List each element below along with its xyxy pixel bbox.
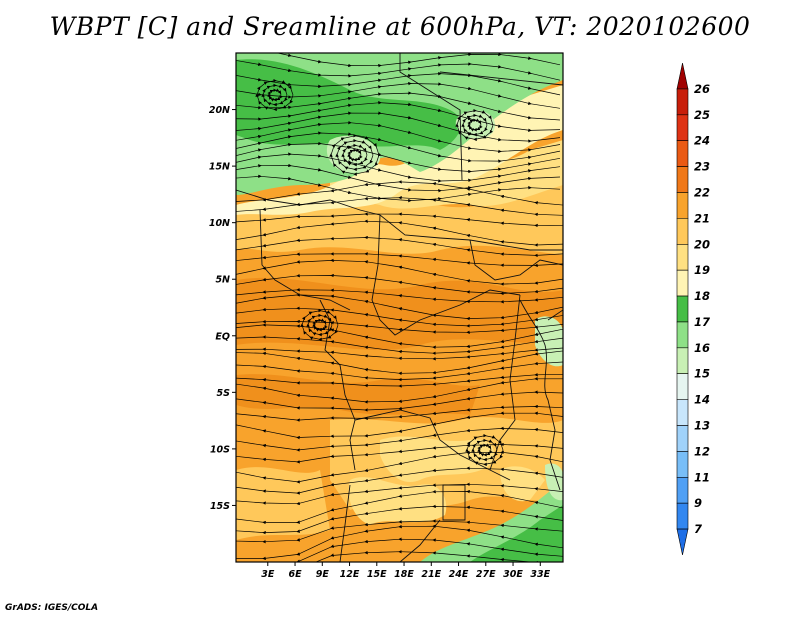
colorbar-swatch	[676, 62, 689, 90]
streamline	[455, 108, 494, 142]
colorbar-label: 18	[694, 289, 710, 303]
latitude-axis: 20N 15N 10N 5N EQ 5S 10S 15S	[209, 105, 236, 512]
colorbar-swatch	[676, 321, 689, 349]
lon-label: 6E	[288, 569, 302, 580]
streamline	[236, 60, 561, 81]
lon-label: 27E	[476, 569, 496, 580]
colorbar-label: 7	[694, 522, 702, 536]
colorbar-swatch	[676, 166, 689, 193]
lat-label: 20N	[209, 105, 230, 116]
colorbar-swatch	[676, 528, 689, 556]
colorbar-label: 17	[694, 315, 710, 329]
colorbar-label: 22	[694, 185, 710, 199]
streamline	[255, 78, 294, 112]
lon-label: 3E	[261, 569, 275, 580]
country-border	[547, 309, 563, 321]
lon-label: 12E	[340, 569, 360, 580]
lat-label: 5N	[215, 275, 230, 286]
streamline	[465, 433, 504, 467]
colorbar-swatch	[676, 218, 689, 245]
colorbar-swatch	[676, 114, 689, 141]
colorbar-swatch	[676, 451, 689, 478]
longitude-axis: 3E 6E 9E 12E 15E 18E 21E 24E 27E 30E 33E	[261, 562, 551, 580]
streamlines	[236, 53, 563, 562]
streamline	[300, 308, 339, 342]
colorbar-swatch	[676, 140, 689, 167]
colorbar-swatch	[676, 502, 689, 530]
lat-label: 15S	[210, 501, 230, 512]
colorbar-swatch	[676, 295, 689, 323]
streamline	[329, 134, 380, 176]
colorbar-swatch	[676, 243, 689, 271]
lon-label: 15E	[367, 569, 387, 580]
colorbar-label: 9	[694, 496, 702, 510]
colorbar-label: 19	[694, 263, 710, 277]
colorbar-label: 26	[694, 82, 710, 96]
lat-label: 5S	[217, 388, 231, 399]
colorbar-label: 21	[694, 211, 710, 225]
colorbar-label: 11	[694, 470, 710, 484]
lon-label: 18E	[394, 569, 414, 580]
colorbar-label: 24	[694, 134, 710, 148]
colorbar: 26 25 24 23 22 21 20 19 18 17 16 15 14 13 12 11 9 7	[676, 62, 710, 556]
streamline	[262, 549, 538, 562]
lon-label: 30E	[503, 569, 523, 580]
lon-label: 9E	[316, 569, 330, 580]
colorbar-swatch	[676, 192, 689, 219]
colorbar-label: 25	[694, 108, 710, 122]
field-band-18	[535, 316, 563, 367]
colorbar-swatch	[676, 399, 689, 426]
colorbar-swatch	[676, 425, 689, 452]
lat-label: 15N	[209, 162, 230, 173]
colorbar-label: 23	[694, 160, 710, 174]
footer-credit: GrADS: IGES/COLA	[5, 603, 99, 613]
lon-label: 24E	[449, 569, 469, 580]
lon-label: 33E	[530, 569, 550, 580]
lat-label: 10S	[210, 444, 230, 455]
colorbar-label: 15	[694, 367, 710, 381]
colorbar-label: 20	[694, 237, 710, 251]
colorbar-label: 12	[694, 444, 710, 458]
colorbar-label: 13	[694, 419, 710, 433]
map-frame	[235, 52, 564, 563]
chart-title: WBPT [C] and Sreamline at 600hPa, VT: 20…	[49, 12, 751, 41]
streamline	[236, 174, 561, 203]
wbpt-field	[236, 53, 563, 562]
colorbar-label: 14	[694, 393, 710, 407]
colorbar-swatch	[676, 373, 689, 400]
colorbar-swatch	[676, 477, 689, 504]
lon-label: 21E	[421, 569, 441, 580]
colorbar-swatch	[676, 88, 689, 116]
field-band-17	[470, 505, 563, 562]
colorbar-swatch	[676, 269, 689, 297]
lat-label: EQ	[215, 331, 230, 342]
colorbar-swatch	[676, 347, 689, 375]
lat-label: 10N	[209, 218, 230, 229]
colorbar-label: 16	[694, 341, 710, 355]
